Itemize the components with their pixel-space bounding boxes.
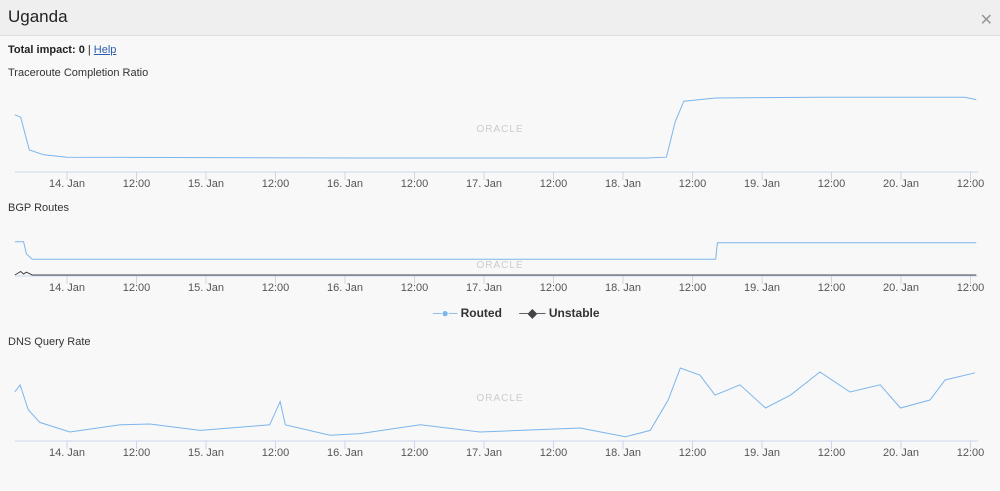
x-tick-label: 15. Jan xyxy=(188,447,224,459)
x-tick-label: 12:00 xyxy=(957,447,985,459)
x-tick-label: 16. Jan xyxy=(327,178,363,190)
x-tick-label: 17. Jan xyxy=(466,447,502,459)
x-tick-label: 20. Jan xyxy=(883,447,919,459)
oracle-watermark: ORACLE xyxy=(476,260,523,271)
separator: | xyxy=(87,44,91,56)
legend: ─●─ Routed ─◆─ Unstable xyxy=(433,306,614,320)
x-tick-label: 12:00 xyxy=(401,447,429,459)
legend-routed[interactable]: ─●─ Routed xyxy=(433,306,502,320)
x-tick-label: 12:00 xyxy=(123,282,151,294)
x-tick-label: 12:00 xyxy=(401,282,429,294)
x-tick-label: 12:00 xyxy=(123,178,151,190)
chart-title-traceroute: Traceroute Completion Ratio xyxy=(8,67,149,79)
x-tick-label: 12:00 xyxy=(957,282,985,294)
x-tick-label: 12:00 xyxy=(679,447,707,459)
series-line-data xyxy=(14,367,976,438)
series-line-routed xyxy=(14,241,977,260)
total-impact: Total impact: 0 | Help xyxy=(8,44,116,56)
x-tick-label: 12:00 xyxy=(540,447,568,459)
x-tick-label: 12:00 xyxy=(818,447,846,459)
x-tick-label: 12:00 xyxy=(957,178,985,190)
x-tick-label: 19. Jan xyxy=(744,178,780,190)
legend-unstable[interactable]: ─◆─ Unstable xyxy=(519,306,600,320)
x-tick-label: 12:00 xyxy=(123,447,151,459)
close-icon[interactable]: ✕ xyxy=(979,12,993,29)
bgp-chart: ORACLE 14. Jan 12:00 15. Jan 12:00 16. Jan 12:… xyxy=(14,241,985,294)
x-tick-label: 18. Jan xyxy=(605,447,641,459)
x-tick-label: 20. Jan xyxy=(883,178,919,190)
x-tick-label: 20. Jan xyxy=(883,282,919,294)
x-tick-label: 18. Jan xyxy=(605,178,641,190)
x-tick-label: 19. Jan xyxy=(744,447,780,459)
x-tick-label: 12:00 xyxy=(262,282,290,294)
chart-title-dns: DNS Query Rate xyxy=(8,336,91,348)
impact-label: Total impact: 0 xyxy=(8,44,85,56)
x-tick-label: 17. Jan xyxy=(466,282,502,294)
x-tick-label: 16. Jan xyxy=(327,447,363,459)
oracle-watermark: ORACLE xyxy=(476,124,523,135)
series-line-data xyxy=(14,96,977,159)
series-line-unstable xyxy=(14,270,977,276)
x-tick-label: 12:00 xyxy=(540,282,568,294)
x-tick-label: 12:00 xyxy=(540,178,568,190)
x-tick-label: 18. Jan xyxy=(605,282,641,294)
x-tick-label: 15. Jan xyxy=(188,282,224,294)
x-tick-label: 14. Jan xyxy=(49,282,85,294)
x-tick-label: 12:00 xyxy=(818,282,846,294)
x-tick-label: 12:00 xyxy=(262,178,290,190)
x-tick-label: 12:00 xyxy=(262,447,290,459)
dialog-header: Uganda ✕ xyxy=(0,0,1000,36)
x-tick-label: 12:00 xyxy=(679,282,707,294)
dialog-title: Uganda xyxy=(8,7,68,26)
chart-title-bgp: BGP Routes xyxy=(8,202,69,214)
help-link[interactable]: Help xyxy=(93,44,117,56)
oracle-watermark: ORACLE xyxy=(476,393,523,404)
x-tick-label: 19. Jan xyxy=(744,282,780,294)
x-tick-label: 14. Jan xyxy=(49,178,85,190)
x-tick-label: 12:00 xyxy=(818,178,846,190)
x-tick-label: 14. Jan xyxy=(49,447,85,459)
x-tick-label: 12:00 xyxy=(401,178,429,190)
x-tick-label: 15. Jan xyxy=(188,178,224,190)
traceroute-chart: ORACLE 14. Jan 12:00 15. Jan 12:00 16. Jan 12:… xyxy=(14,96,985,190)
x-tick-label: 16. Jan xyxy=(327,282,363,294)
x-tick-label: 12:00 xyxy=(679,178,707,190)
x-tick-label: 17. Jan xyxy=(466,178,502,190)
